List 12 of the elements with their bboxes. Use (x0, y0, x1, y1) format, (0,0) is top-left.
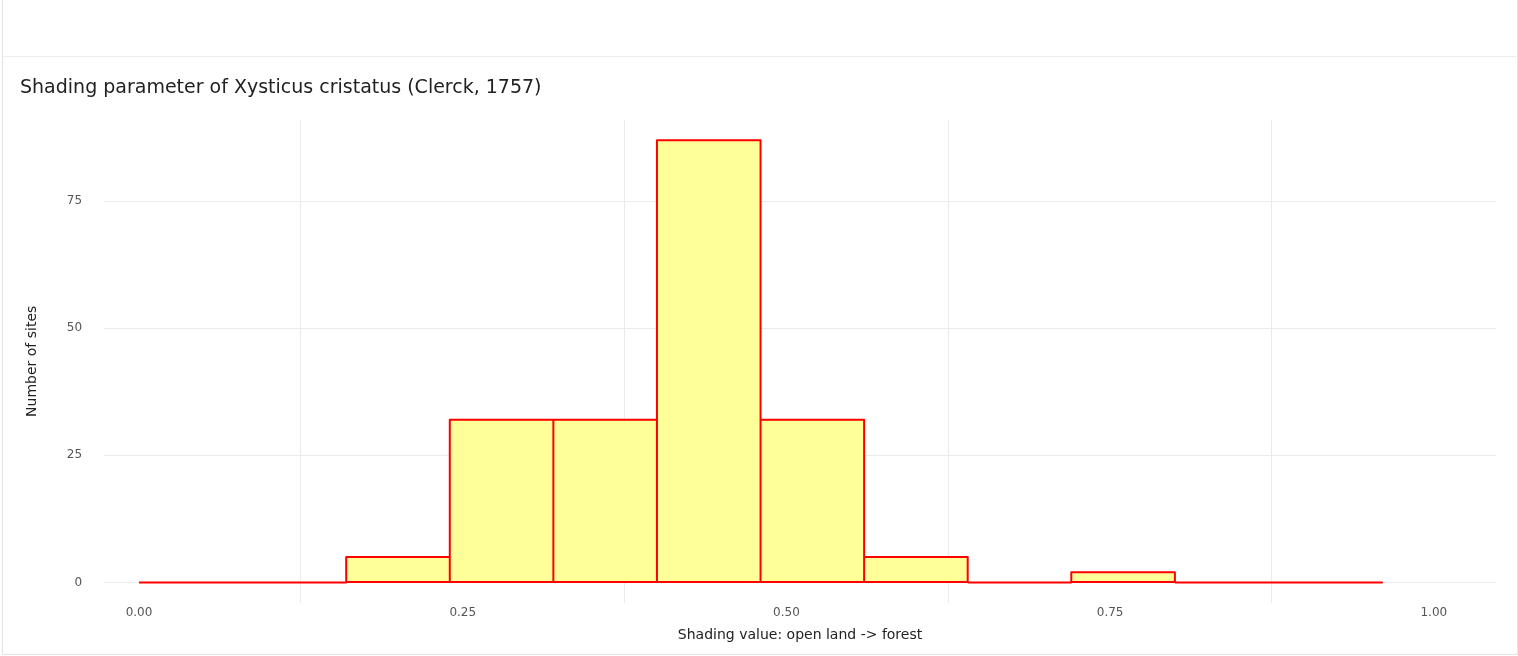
y-tick-label: 25 (66, 447, 83, 462)
x-tick-label: 0.25 (449, 605, 477, 620)
x-axis-title: Shading value: open land -> forest (677, 626, 923, 643)
y-axis-title: Number of sites (23, 305, 40, 417)
y-tick-label: 75 (66, 193, 83, 208)
x-tick-label: 1.00 (1420, 605, 1448, 620)
y-tick-label: 50 (66, 320, 83, 335)
x-tick-label: 0.75 (1096, 605, 1124, 620)
y-tick-label: 0 (74, 574, 83, 589)
x-tick-label: 0.00 (125, 605, 153, 620)
chart-title: Shading parameter of Xysticus cristatus (Clerck, 1757) (20, 75, 542, 98)
x-tick-label: 0.50 (773, 605, 800, 620)
